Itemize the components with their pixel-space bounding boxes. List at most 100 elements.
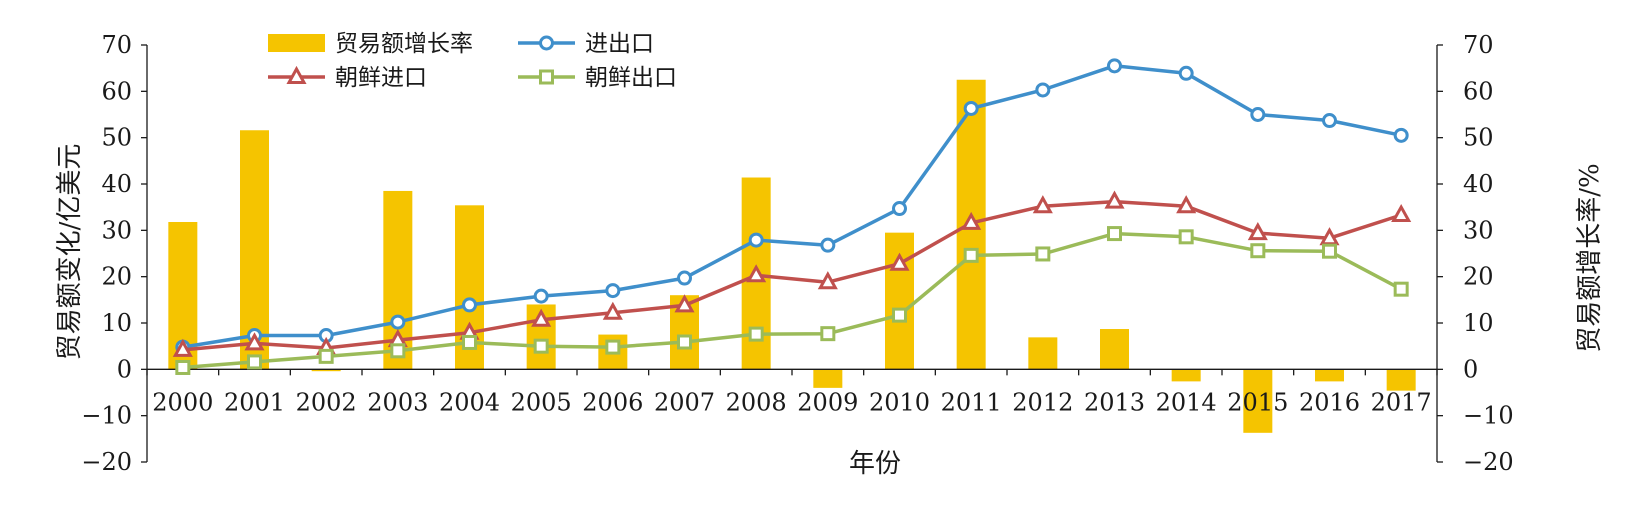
legend-marker-2 [539,69,554,85]
right-tick-label: 20 [1463,263,1494,291]
series-2-point-2002 [318,348,334,364]
series-1-point-2012 [1032,195,1053,214]
right-tick-label: 70 [1463,31,1494,59]
x-tick-label-2012: 2012 [1012,388,1073,416]
right-tick-label: 0 [1463,355,1478,383]
x-tick-label-2003: 2003 [367,388,428,416]
series-1-point-2017 [1391,203,1412,223]
legend-label-2: 朝鲜出口 [585,65,677,91]
x-tick-label-2008: 2008 [726,388,787,416]
bar-2015 [1243,369,1273,433]
left-axis-title: 贸易额变化/亿美元 [55,144,85,361]
series-0-point-2013 [1107,58,1122,74]
right-tick-label: 30 [1463,216,1494,244]
series-1-point-2005 [531,308,552,327]
left-tick-label: 30 [101,216,132,244]
x-tick-label-2014: 2014 [1156,388,1217,416]
bar-2017 [1386,369,1416,391]
series-2-point-2005 [533,338,549,354]
right-tick-label: 60 [1463,77,1494,105]
series-1-point-2010 [889,252,910,271]
x-tick-label-2015: 2015 [1227,388,1288,416]
series-2-point-2004 [462,334,477,350]
series-2-point-2015 [1250,243,1266,259]
series-2-point-2007 [677,334,692,350]
series-0-point-2008 [748,232,764,248]
series-1-point-2014 [1176,195,1197,214]
series-2-point-2001 [247,354,262,370]
legend-label-0: 进出口 [585,31,654,57]
x-tick-label-2004: 2004 [439,388,500,416]
series-line-2 [182,231,1403,370]
left-tick-label: 60 [101,77,132,105]
series-2-point-2017 [1393,281,1409,297]
x-tick-label-2001: 2001 [224,388,285,416]
series-0-point-2003 [390,314,406,330]
series-2-point-2011 [963,247,979,263]
right-tick-label: 40 [1463,170,1494,198]
series-1-point-2013 [1104,190,1125,209]
left-tick-label: −10 [81,402,132,430]
x-tick-label-2006: 2006 [582,388,643,416]
x-tick-label-2016: 2016 [1299,388,1360,416]
left-tick-label: 20 [101,263,132,291]
series-0-point-2015 [1250,107,1266,122]
series-1-point-2015 [1247,222,1268,241]
series-line-0 [182,64,1402,349]
x-tick-label-2013: 2013 [1084,388,1145,416]
series-0-point-2014 [1178,65,1194,81]
series-0-point-2004 [462,297,477,313]
bar-2013 [1100,329,1129,370]
legend-marker-1 [286,65,307,84]
series-0-point-2009 [820,237,836,253]
series-0-point-2011 [963,100,979,116]
series-1-point-2016 [1319,227,1340,246]
series-2-point-2009 [820,326,836,342]
x-axis-title: 年份 [849,449,901,479]
series-0-point-2017 [1393,127,1409,143]
left-tick-label: 70 [101,31,132,59]
left-tick-label: 0 [117,355,132,383]
series-0-point-2005 [533,288,549,304]
series-0-point-2006 [605,283,621,299]
series-2-point-2006 [605,339,621,355]
legend-label-1: 朝鲜进口 [335,65,427,91]
x-tick-label-2007: 2007 [654,388,715,416]
series-2-point-2014 [1178,229,1194,245]
series-2-point-2008 [748,326,764,342]
series-1-point-2001 [244,332,265,351]
series-1-point-2006 [602,301,623,320]
x-tick-label-2010: 2010 [869,388,930,416]
series-2-point-2012 [1035,246,1051,262]
series-1-point-2000 [172,338,193,357]
right-tick-label: −10 [1463,402,1514,430]
bar-2009 [813,369,843,388]
x-tick-label-2000: 2000 [152,388,213,416]
legend-marker-0 [539,35,554,51]
legend-label-bar: 贸易额增长率 [335,31,473,57]
x-tick-label-2002: 2002 [296,388,357,416]
legend-swatch-bar [268,34,325,52]
series-2-point-2016 [1322,243,1337,259]
series-0-point-2007 [677,270,692,286]
x-tick-label-2011: 2011 [941,388,1002,416]
x-tick-label-2009: 2009 [797,388,858,416]
bar-layer [168,79,1416,433]
right-axis-title: 贸易额增长率/% [1575,163,1605,352]
left-tick-label: 40 [101,170,132,198]
series-2-point-2000 [175,359,191,375]
series-2-point-2013 [1107,226,1122,242]
bar-2016 [1315,369,1344,382]
series-0-point-2010 [892,201,907,217]
right-tick-label: 50 [1463,124,1494,152]
line-layer [172,58,1412,375]
series-0-point-2016 [1322,113,1337,129]
series-0-point-2012 [1035,82,1051,98]
right-tick-label: 10 [1463,309,1494,337]
series-line-1 [182,199,1402,352]
bar-2012 [1028,337,1058,370]
left-tick-label: 50 [101,124,132,152]
series-2-point-2010 [892,307,907,323]
